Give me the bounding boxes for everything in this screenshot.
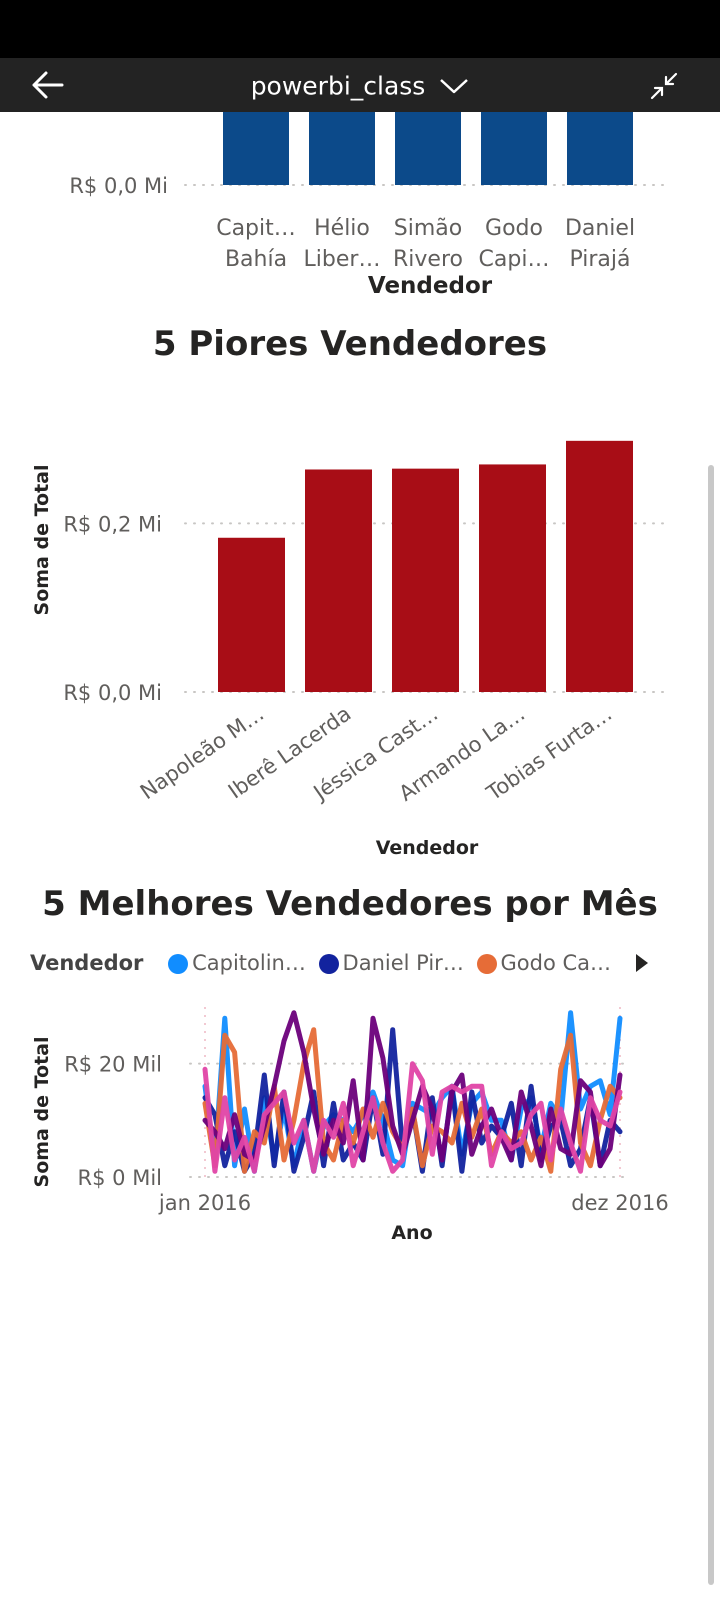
bar[interactable] <box>481 112 547 185</box>
legend-next-arrow-icon[interactable] <box>636 954 648 972</box>
x-tick-label: Liber… <box>304 247 381 272</box>
monthly-top-sellers-line-chart[interactable]: R$ 0 Mil R$ 20 Mil Soma de Total jan 2016 de… <box>0 992 700 1252</box>
x-axis-title: Vendedor <box>376 837 479 859</box>
legend-dot <box>168 954 189 974</box>
legend-dot <box>476 954 497 974</box>
line-chart-legend: Vendedor Capitolin… Daniel Pir… Godo Ca… <box>30 950 670 980</box>
report-canvas[interactable]: R$ 0,0 Mi Capit… Bahía Hélio Liber… Simão Rive… <box>0 112 720 1600</box>
bar[interactable] <box>218 537 285 692</box>
bar[interactable] <box>223 112 289 185</box>
scrollbar[interactable] <box>708 465 714 1585</box>
top-sellers-bar-chart[interactable]: R$ 0,0 Mi Capit… Bahía Hélio Liber… Simão Rive… <box>0 112 700 312</box>
monthly-top-sellers-title: 5 Melhores Vendedores por Mês <box>42 884 658 924</box>
y-axis-title: Soma de Total <box>31 465 53 616</box>
bar[interactable] <box>309 112 375 185</box>
y-tick-label: R$ 20 Mil <box>64 1053 162 1077</box>
x-tick-label: Godo <box>485 216 543 241</box>
chevron-down-icon <box>440 79 469 94</box>
back-arrow-icon <box>32 71 64 99</box>
legend-label: Godo Ca… <box>500 951 612 975</box>
report-title: powerbi_class <box>250 71 426 101</box>
y-tick-label: R$ 0 Mil <box>78 1166 162 1190</box>
bar[interactable] <box>395 112 461 185</box>
status-bar <box>0 0 720 58</box>
back-button[interactable] <box>28 66 68 104</box>
bar[interactable] <box>479 464 546 692</box>
y-tick-label: R$ 0,2 Mi <box>63 512 162 536</box>
y-tick-label: R$ 0,0 Mi <box>63 681 162 705</box>
bar[interactable] <box>567 112 633 185</box>
bar[interactable] <box>305 469 372 692</box>
legend-label: Capitolin… <box>192 951 306 975</box>
legend-item-daniel[interactable]: Daniel Pir… <box>318 951 464 975</box>
legend-title: Vendedor <box>30 951 144 975</box>
x-tick-label: Capi… <box>479 247 550 272</box>
bar[interactable] <box>566 440 633 692</box>
collapse-icon <box>650 72 678 100</box>
series-line[interactable] <box>202 1061 623 1174</box>
collapse-button[interactable] <box>648 70 680 102</box>
x-tick-label: Bahía <box>225 247 287 272</box>
app-bar: powerbi_class <box>0 58 720 112</box>
x-tick-label: Pirajá <box>569 247 630 272</box>
legend-item-capitolino[interactable]: Capitolin… <box>168 951 306 975</box>
x-tick-label: Capit… <box>216 216 296 241</box>
x-tick-label: Daniel <box>565 216 635 241</box>
legend-label: Daniel Pir… <box>342 951 464 975</box>
x-tick-label: Simão <box>394 216 462 241</box>
x-axis-title: Vendedor <box>368 273 493 299</box>
x-tick-label: jan 2016 <box>158 1191 251 1215</box>
y-axis-title: Soma de Total <box>31 1037 53 1188</box>
legend-dot <box>318 954 339 974</box>
x-axis-title: Ano <box>391 1222 432 1244</box>
y-tick-label: R$ 0,0 Mi <box>69 174 168 198</box>
report-title-dropdown[interactable]: powerbi_class <box>0 70 720 101</box>
series-line[interactable] <box>202 1010 623 1169</box>
x-tick-label: Hélio <box>314 216 370 241</box>
legend-item-godo[interactable]: Godo Ca… <box>476 951 612 975</box>
x-tick-label: dez 2016 <box>571 1191 668 1215</box>
x-tick-label: Rivero <box>393 247 463 272</box>
worst-sellers-title: 5 Piores Vendedores <box>152 324 548 364</box>
bar[interactable] <box>392 468 459 692</box>
